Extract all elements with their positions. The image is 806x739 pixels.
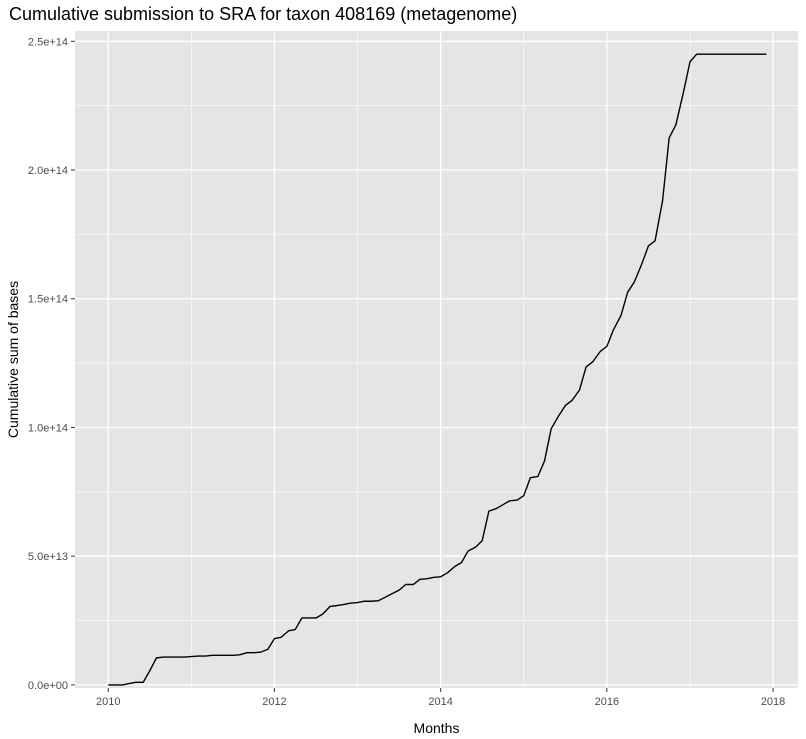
- y-tick-label: 1.0e+14: [28, 422, 68, 434]
- y-axis-title: Cumulative sum of bases: [5, 281, 21, 438]
- chart-title: Cumulative submission to SRA for taxon 4…: [9, 4, 517, 24]
- x-axis: 2010 2012 2014 2016 2018: [96, 688, 785, 708]
- x-tick-label: 2018: [761, 696, 785, 708]
- y-tick-label: 2.5e+14: [28, 36, 68, 48]
- plot-panel: [75, 31, 798, 688]
- y-tick-label: 1.5e+14: [28, 294, 68, 306]
- y-tick-label: 2.0e+14: [28, 165, 68, 177]
- x-axis-title: Months: [414, 720, 460, 736]
- x-tick-label: 2016: [595, 696, 619, 708]
- x-tick-label: 2010: [96, 696, 120, 708]
- y-tick-label: 5.0e+13: [28, 551, 68, 563]
- series-line: [108, 53, 767, 686]
- grid-major: [75, 31, 798, 688]
- x-tick-label: 2014: [428, 696, 452, 708]
- x-tick-label: 2012: [262, 696, 286, 708]
- grid-minor: [75, 31, 798, 688]
- y-axis: 0.0e+00 5.0e+13 1.0e+14 1.5e+14 2.0e+14 2.5e+…: [28, 36, 75, 692]
- y-tick-label: 0.0e+00: [28, 680, 68, 692]
